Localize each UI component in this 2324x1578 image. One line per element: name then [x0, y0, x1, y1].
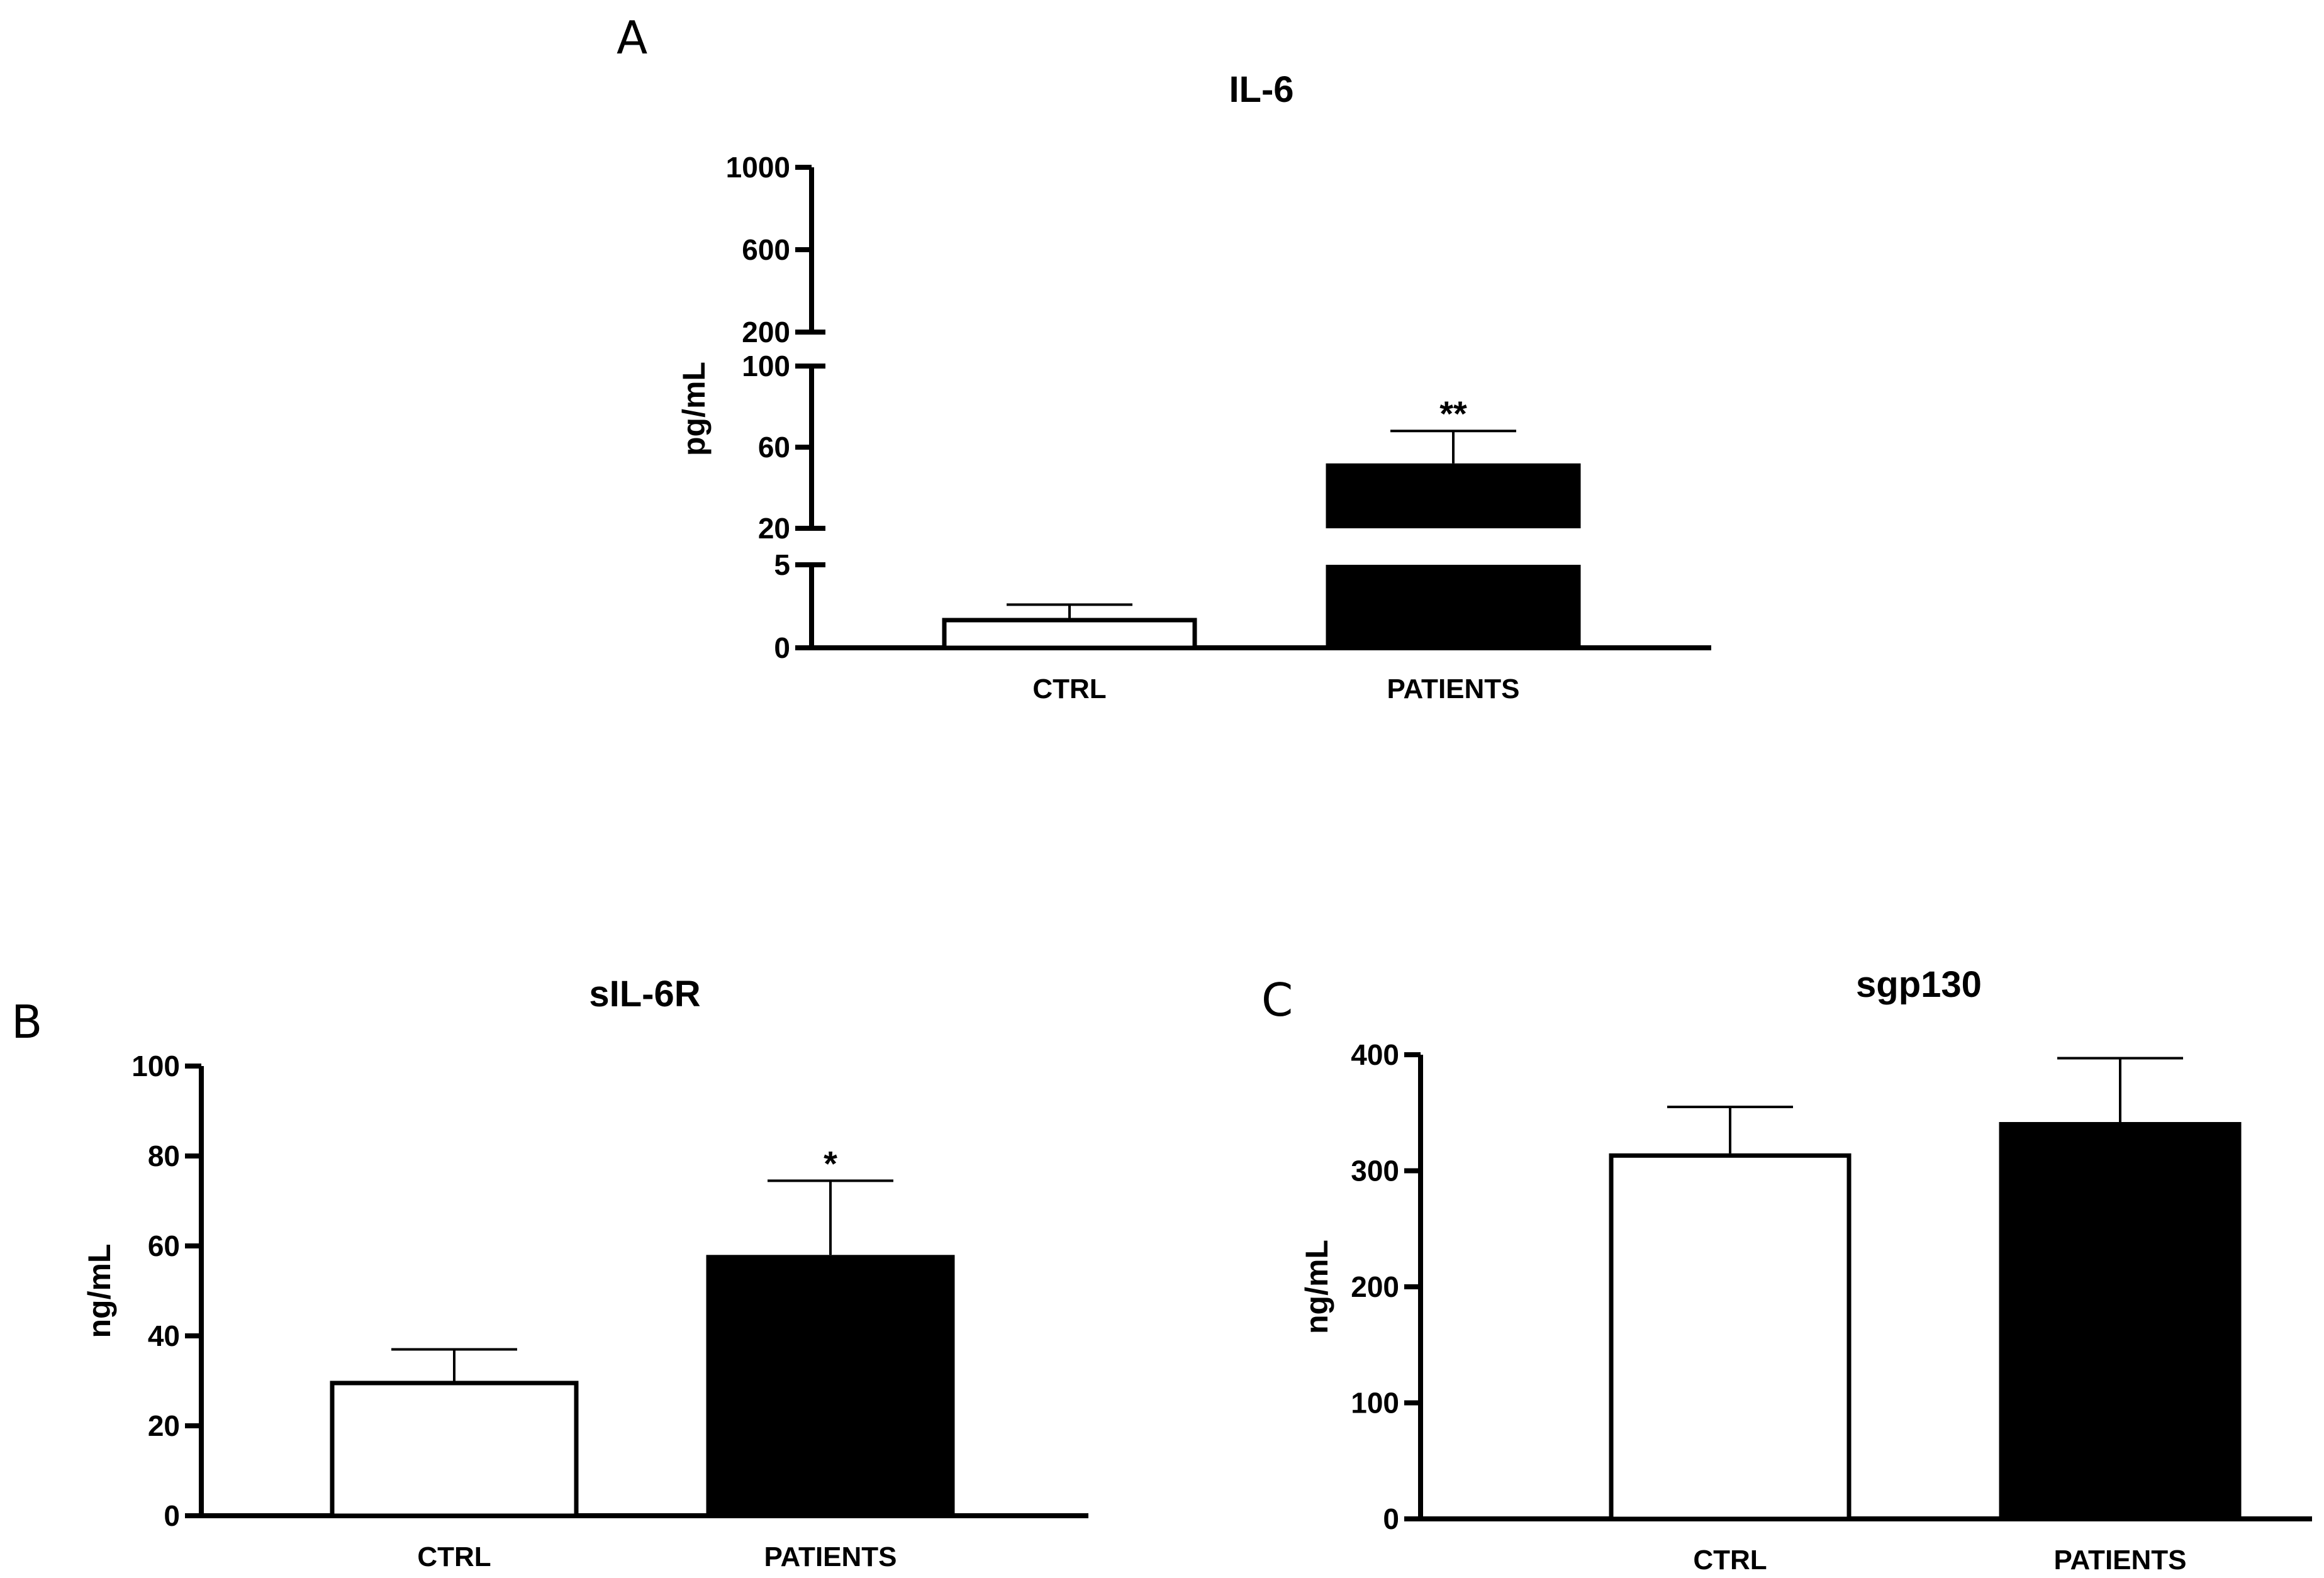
- x-category-label: CTRL: [1032, 674, 1106, 704]
- panel-letter: C: [1261, 974, 1293, 1026]
- y-tick-label: 200: [1351, 1270, 1399, 1303]
- panel-letter: B: [11, 996, 42, 1048]
- x-category-label: CTRL: [1693, 1545, 1767, 1575]
- x-category-label: CTRL: [417, 1542, 491, 1572]
- bar-patients: [706, 1255, 955, 1516]
- y-axis-label: ng/mL: [1299, 1240, 1334, 1334]
- y-tick-label: 100: [742, 350, 790, 382]
- y-tick-label: 40: [148, 1320, 180, 1352]
- y-axis-label: ng/mL: [82, 1244, 117, 1338]
- y-tick-label: 60: [758, 431, 790, 464]
- x-category-label: PATIENTS: [764, 1542, 897, 1572]
- x-category-label: PATIENTS: [1387, 674, 1519, 704]
- significance-marker: *: [824, 1143, 837, 1183]
- y-tick-label: 0: [774, 631, 790, 664]
- y-tick-label: 300: [1351, 1155, 1399, 1187]
- bar-patients: [1999, 1122, 2242, 1519]
- bar-patients: [1326, 565, 1581, 648]
- y-tick-label: 80: [148, 1140, 180, 1172]
- bar-ctrl: [330, 1381, 579, 1518]
- y-tick-label: 0: [1383, 1503, 1399, 1535]
- y-tick-label: 100: [131, 1050, 180, 1082]
- x-category-label: PATIENTS: [2053, 1545, 2186, 1575]
- y-tick-label: 1000: [726, 151, 790, 184]
- bar-ctrl: [942, 618, 1197, 650]
- bar-ctrl: [1609, 1153, 1852, 1521]
- y-tick-label: 20: [758, 512, 790, 545]
- y-tick-label: 200: [742, 316, 790, 348]
- y-tick-label: 60: [148, 1230, 180, 1262]
- y-axis-label: pg/mL: [676, 362, 712, 456]
- chart-title: sgp130: [1856, 964, 1982, 1005]
- panel-letter: A: [617, 11, 647, 64]
- y-tick-label: 0: [164, 1499, 180, 1532]
- chart-title: IL-6: [1229, 69, 1293, 110]
- bar-patients: [1326, 463, 1581, 528]
- y-tick-label: 100: [1351, 1387, 1399, 1420]
- y-tick-label: 20: [148, 1409, 180, 1442]
- significance-marker: **: [1439, 394, 1467, 433]
- y-tick-label: 600: [742, 233, 790, 266]
- chart-title: sIL-6R: [589, 974, 700, 1014]
- y-tick-label: 400: [1351, 1038, 1399, 1071]
- y-tick-label: 5: [774, 548, 790, 581]
